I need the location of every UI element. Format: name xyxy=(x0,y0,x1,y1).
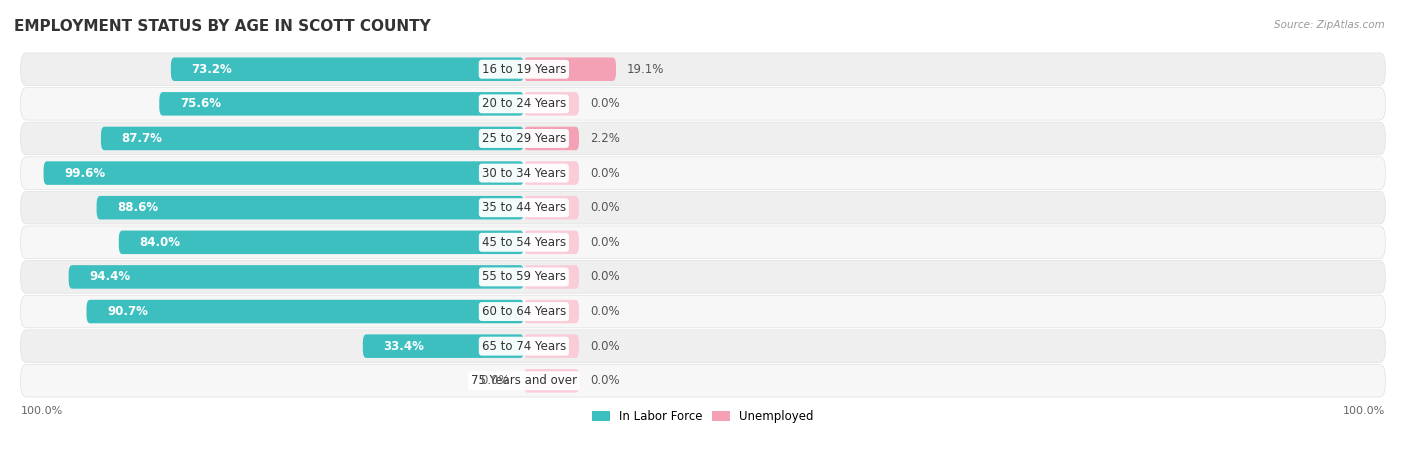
Text: 100.0%: 100.0% xyxy=(1343,406,1385,416)
Text: 0.0%: 0.0% xyxy=(591,270,620,284)
FancyBboxPatch shape xyxy=(97,196,524,220)
FancyBboxPatch shape xyxy=(524,161,579,185)
Text: 0.0%: 0.0% xyxy=(591,374,620,387)
FancyBboxPatch shape xyxy=(21,261,1385,293)
FancyBboxPatch shape xyxy=(524,334,579,358)
FancyBboxPatch shape xyxy=(363,334,524,358)
Text: 33.4%: 33.4% xyxy=(384,340,425,353)
FancyBboxPatch shape xyxy=(21,157,1385,189)
Text: 2.2%: 2.2% xyxy=(591,132,620,145)
FancyBboxPatch shape xyxy=(44,161,524,185)
Text: 75.6%: 75.6% xyxy=(180,97,221,110)
Text: 60 to 64 Years: 60 to 64 Years xyxy=(482,305,567,318)
FancyBboxPatch shape xyxy=(21,191,1385,224)
Text: 73.2%: 73.2% xyxy=(191,63,232,76)
Text: 99.6%: 99.6% xyxy=(65,166,105,180)
FancyBboxPatch shape xyxy=(86,300,524,323)
Text: 0.0%: 0.0% xyxy=(591,201,620,214)
FancyBboxPatch shape xyxy=(21,53,1385,86)
FancyBboxPatch shape xyxy=(21,88,1385,120)
FancyBboxPatch shape xyxy=(524,265,579,289)
FancyBboxPatch shape xyxy=(524,196,579,220)
Text: 0.0%: 0.0% xyxy=(591,305,620,318)
Text: 75 Years and over: 75 Years and over xyxy=(471,374,576,387)
FancyBboxPatch shape xyxy=(524,230,579,254)
Legend: In Labor Force, Unemployed: In Labor Force, Unemployed xyxy=(588,405,818,428)
Text: 65 to 74 Years: 65 to 74 Years xyxy=(482,340,567,353)
Text: 30 to 34 Years: 30 to 34 Years xyxy=(482,166,565,180)
FancyBboxPatch shape xyxy=(21,364,1385,397)
FancyBboxPatch shape xyxy=(69,265,524,289)
Text: 94.4%: 94.4% xyxy=(90,270,131,284)
FancyBboxPatch shape xyxy=(21,226,1385,259)
Text: 0.0%: 0.0% xyxy=(591,340,620,353)
FancyBboxPatch shape xyxy=(172,58,524,81)
Text: 0.0%: 0.0% xyxy=(481,374,510,387)
FancyBboxPatch shape xyxy=(524,58,616,81)
FancyBboxPatch shape xyxy=(524,300,579,323)
Text: 0.0%: 0.0% xyxy=(591,97,620,110)
FancyBboxPatch shape xyxy=(21,330,1385,362)
FancyBboxPatch shape xyxy=(118,230,524,254)
FancyBboxPatch shape xyxy=(524,127,579,150)
FancyBboxPatch shape xyxy=(21,122,1385,155)
Text: 90.7%: 90.7% xyxy=(107,305,148,318)
Text: 35 to 44 Years: 35 to 44 Years xyxy=(482,201,567,214)
Text: 0.0%: 0.0% xyxy=(591,166,620,180)
Text: 25 to 29 Years: 25 to 29 Years xyxy=(482,132,567,145)
Text: 88.6%: 88.6% xyxy=(117,201,159,214)
FancyBboxPatch shape xyxy=(159,92,524,116)
Text: EMPLOYMENT STATUS BY AGE IN SCOTT COUNTY: EMPLOYMENT STATUS BY AGE IN SCOTT COUNTY xyxy=(14,19,430,34)
Text: 100.0%: 100.0% xyxy=(21,406,63,416)
Text: 0.0%: 0.0% xyxy=(591,236,620,249)
Text: 19.1%: 19.1% xyxy=(627,63,665,76)
FancyBboxPatch shape xyxy=(21,295,1385,328)
FancyBboxPatch shape xyxy=(101,127,524,150)
Text: 45 to 54 Years: 45 to 54 Years xyxy=(482,236,567,249)
Text: 16 to 19 Years: 16 to 19 Years xyxy=(482,63,567,76)
Text: 55 to 59 Years: 55 to 59 Years xyxy=(482,270,565,284)
FancyBboxPatch shape xyxy=(524,369,579,392)
Text: 87.7%: 87.7% xyxy=(121,132,163,145)
Text: 20 to 24 Years: 20 to 24 Years xyxy=(482,97,567,110)
Text: 84.0%: 84.0% xyxy=(139,236,180,249)
Text: Source: ZipAtlas.com: Source: ZipAtlas.com xyxy=(1274,20,1385,30)
FancyBboxPatch shape xyxy=(524,92,579,116)
